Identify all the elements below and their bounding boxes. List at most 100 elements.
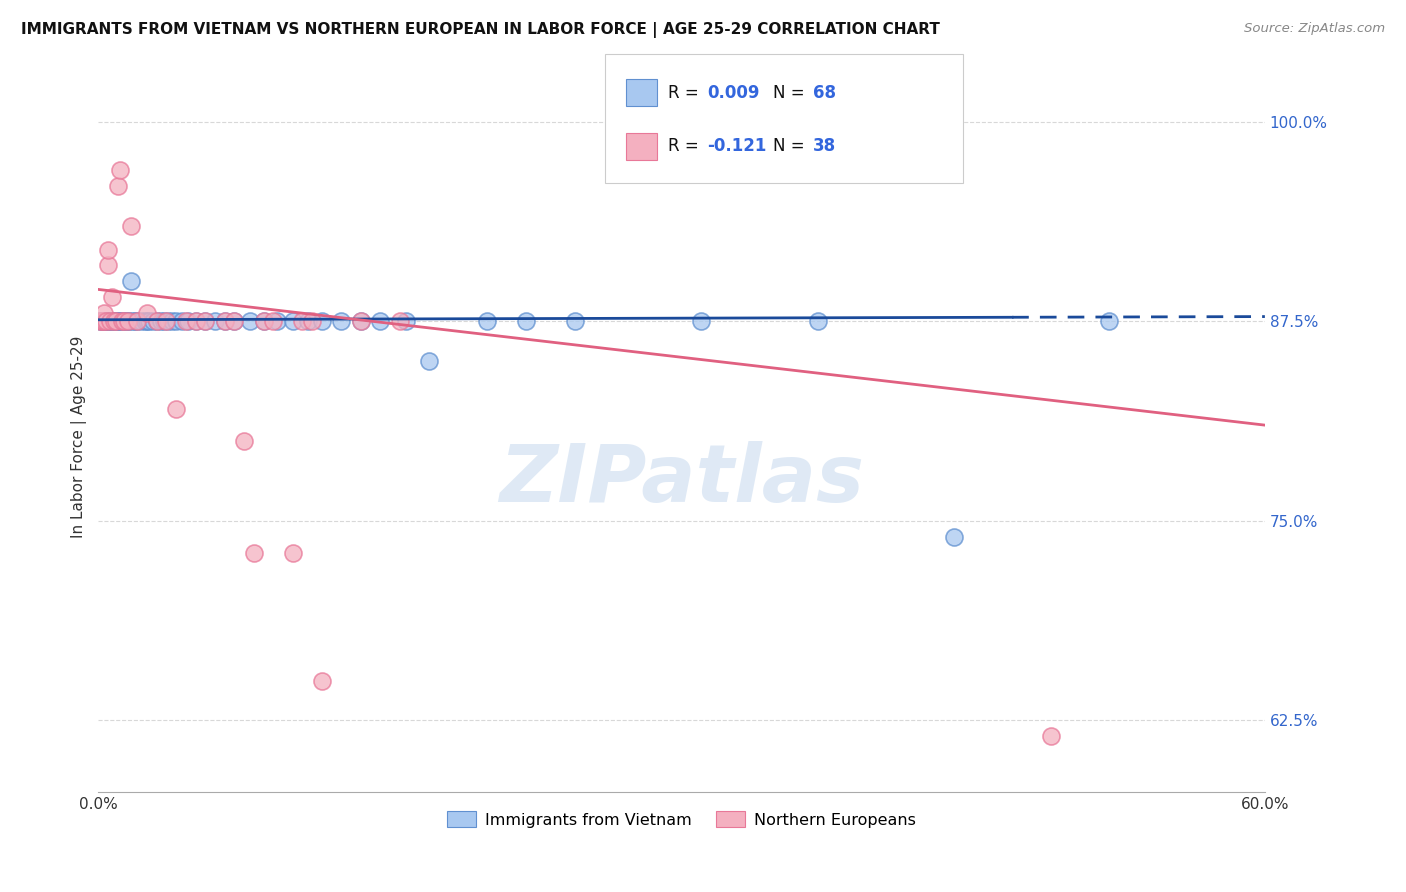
Point [138,314,160,328]
Text: N =: N = [773,137,810,155]
Point [515,314,537,328]
Point [194,314,217,328]
Point [291,314,314,328]
Point [243,546,266,560]
Point [127,314,149,328]
Point [145,314,167,328]
Point [97,314,120,328]
Point [157,314,180,328]
Text: N =: N = [773,84,810,102]
Point [112,314,135,328]
Point [134,314,156,328]
Point [103,314,125,328]
Text: 68: 68 [813,84,835,102]
Point [281,314,304,328]
Point [350,314,373,328]
Text: IMMIGRANTS FROM VIETNAM VS NORTHERN EUROPEAN IN LABOR FORCE | AGE 25-29 CORRELAT: IMMIGRANTS FROM VIETNAM VS NORTHERN EURO… [21,22,941,38]
Point [233,434,256,449]
Point [281,546,304,560]
Point [477,314,499,328]
Point [118,314,141,328]
Point [124,314,146,328]
Point [101,290,124,304]
Point [98,314,121,328]
Point [98,314,121,328]
Text: R =: R = [668,84,704,102]
Text: 38: 38 [813,137,835,155]
Point [120,219,142,233]
Point [104,314,127,328]
Point [214,314,236,328]
Point [1098,314,1121,328]
Point [301,314,323,328]
Point [174,314,197,328]
Point [103,314,125,328]
Point [127,314,149,328]
Point [394,314,416,328]
Point [165,402,187,417]
Point [112,314,135,328]
Point [93,314,115,328]
Point [103,314,125,328]
Point [942,530,965,544]
Point [107,178,129,193]
Point [93,306,115,320]
Point [142,314,165,328]
Point [103,314,125,328]
Point [418,354,440,368]
Point [91,314,114,328]
Point [117,314,139,328]
Point [155,314,177,328]
Point [98,314,121,328]
Point [97,259,120,273]
Text: ZIPatlas: ZIPatlas [499,441,865,519]
Text: R =: R = [668,137,704,155]
Point [224,314,246,328]
Point [91,314,114,328]
Point [108,314,131,328]
Point [104,314,127,328]
Text: -0.121: -0.121 [707,137,766,155]
Point [388,314,411,328]
Point [564,314,586,328]
Point [117,314,139,328]
Point [350,314,373,328]
Point [108,162,131,177]
Point [101,314,124,328]
Point [98,314,121,328]
Point [136,306,159,320]
Point [311,314,333,328]
Point [94,314,117,328]
Point [262,314,284,328]
Point [239,314,262,328]
Text: 0.009: 0.009 [707,84,759,102]
Point [311,673,333,688]
Point [807,314,830,328]
Point [177,314,200,328]
Point [97,314,120,328]
Point [91,314,114,328]
Point [89,314,111,328]
Point [252,314,274,328]
Point [145,314,167,328]
Point [97,314,120,328]
Point [107,314,129,328]
Point [297,314,319,328]
Point [120,275,142,289]
Point [170,314,193,328]
Point [690,314,713,328]
Legend: Immigrants from Vietnam, Northern Europeans: Immigrants from Vietnam, Northern Europe… [440,805,922,834]
Point [165,314,187,328]
Point [136,314,159,328]
Point [111,314,134,328]
Point [160,314,183,328]
Point [153,314,176,328]
Point [194,314,217,328]
Point [184,314,207,328]
Point [266,314,288,328]
Point [129,314,152,328]
Point [93,314,115,328]
Point [1040,730,1063,744]
Point [101,314,124,328]
Text: Source: ZipAtlas.com: Source: ZipAtlas.com [1244,22,1385,36]
